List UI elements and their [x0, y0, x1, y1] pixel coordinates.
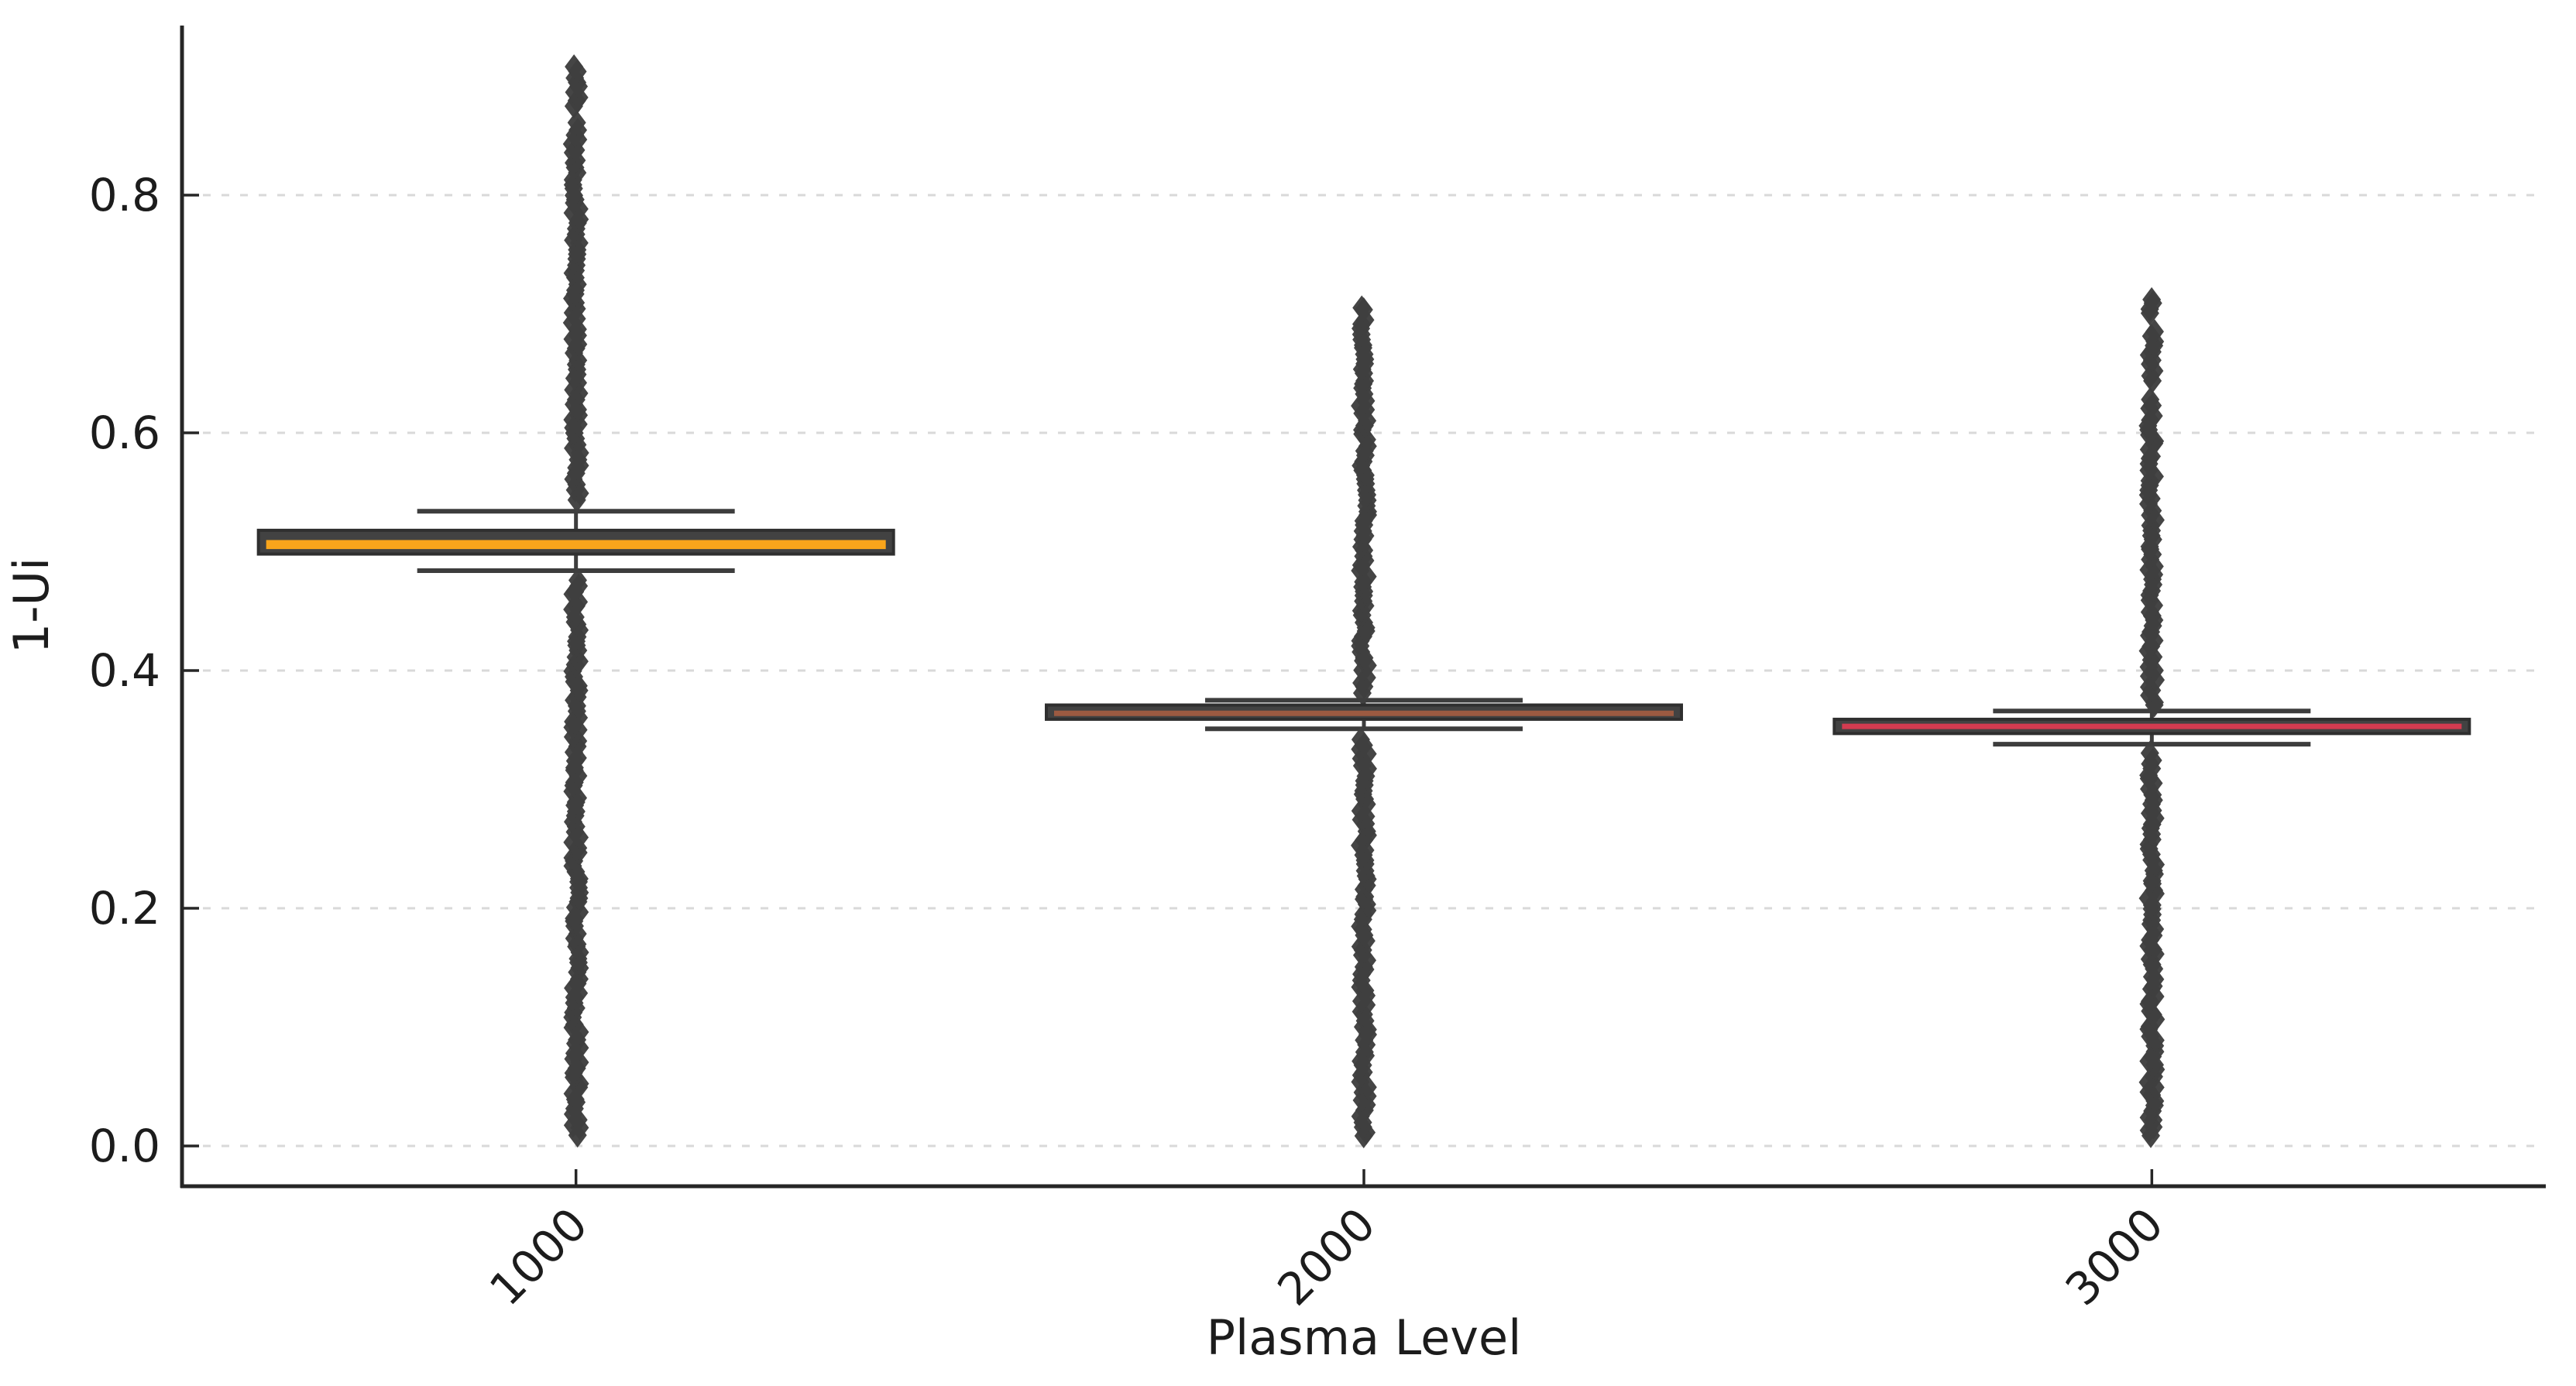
- x-axis-title: Plasma Level: [1206, 1309, 1522, 1366]
- median-2000: [1054, 710, 1674, 716]
- y-tick-label-0.2: 0.2: [89, 882, 160, 935]
- x-tick-label-3000: 3000: [2056, 1198, 2173, 1316]
- x-axis: 1000 2000 3000: [479, 1169, 2173, 1316]
- x-tick-label-1000: 1000: [479, 1198, 597, 1316]
- outlier-diamond: [567, 110, 586, 136]
- y-tick-label-0.4: 0.4: [89, 644, 160, 697]
- outlier-diamond: [2140, 740, 2159, 766]
- y-axis: 0.0 0.2 0.4 0.6 0.8: [89, 169, 199, 1172]
- x-tick-label-2000: 2000: [1267, 1198, 1385, 1316]
- outlier-diamond: [1351, 727, 1370, 753]
- box-group-1000: [256, 54, 895, 1148]
- median-3000: [1842, 723, 2462, 729]
- outlier-diamond: [565, 54, 584, 80]
- outlier-diamond: [2142, 286, 2162, 312]
- median-1000: [266, 540, 886, 550]
- outlier-diamond: [568, 568, 587, 593]
- outliers-2000: [1351, 295, 1377, 1149]
- outliers-3000: [2138, 286, 2166, 1148]
- y-tick-label-0.6: 0.6: [89, 407, 160, 459]
- outliers-1000: [562, 54, 589, 1148]
- y-axis-title: 1-Ui: [3, 557, 60, 654]
- box-group-3000: [1832, 286, 2471, 1148]
- outlier-diamond: [2141, 386, 2160, 412]
- y-tick-label-0.8: 0.8: [89, 169, 160, 221]
- y-tick-label-0.0: 0.0: [89, 1120, 160, 1172]
- box-group-2000: [1045, 295, 1683, 1149]
- outlier-diamond: [1352, 295, 1372, 321]
